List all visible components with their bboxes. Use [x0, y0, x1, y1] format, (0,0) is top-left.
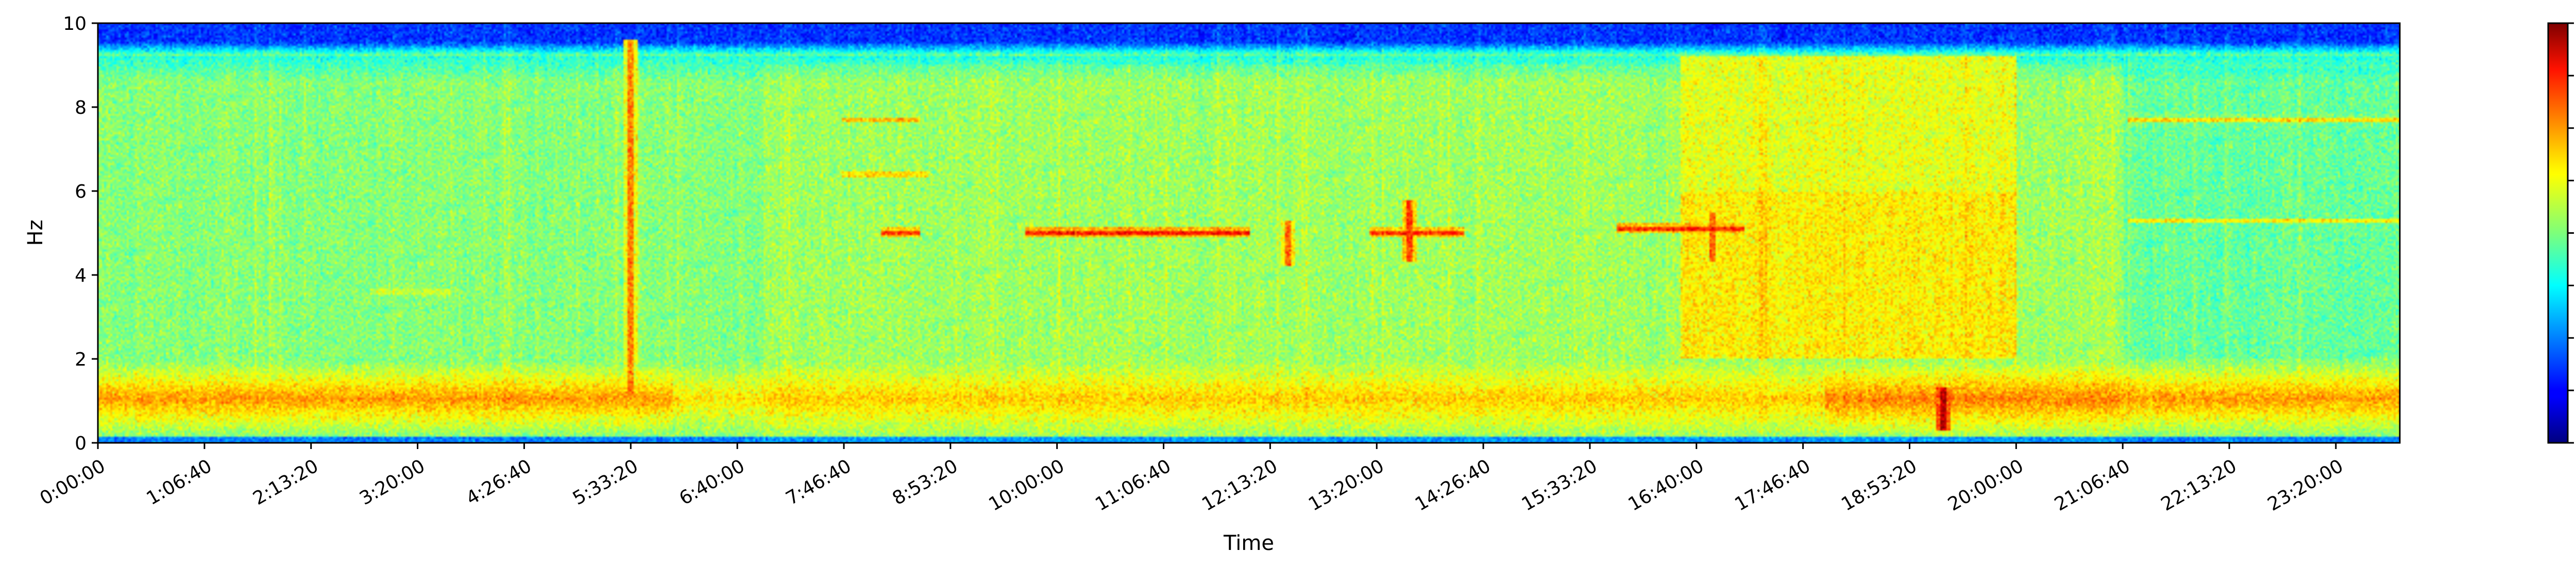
- x-tick-label: 0:00:00: [37, 455, 109, 509]
- x-tick-label: 3:20:00: [356, 455, 429, 509]
- x-axis: 0:00:00 1:06:40 2:13:20 3:20:00 4:26:40 5:33:…: [37, 443, 2347, 515]
- x-tick-label: 14:26:40: [1412, 455, 1495, 515]
- y-tick-label: 2: [75, 349, 87, 370]
- y-tick-label: 8: [75, 97, 87, 118]
- colorbar-ticks: +0 dB-10 dB-20 dB-30 dB-40 dB-50 dB-60 d…: [2568, 22, 2574, 444]
- y-axis: 0 2 4 6 8 10: [63, 13, 98, 454]
- y-tick-label: 0: [75, 433, 87, 454]
- colorbar-gradient: [2547, 22, 2569, 444]
- x-tick-label: 13:20:00: [1305, 455, 1388, 515]
- x-tick-label: 16:40:00: [1625, 455, 1708, 515]
- x-tick-label: 20:00:00: [1944, 455, 2027, 515]
- spectrogram-plot-area: [97, 22, 2401, 444]
- x-tick-label: 1:06:40: [143, 455, 215, 509]
- x-tick-label: 6:40:00: [676, 455, 749, 509]
- y-tick-label: 10: [63, 13, 87, 35]
- x-tick-label: 12:13:20: [1198, 455, 1281, 515]
- plot-frame: [97, 22, 2401, 444]
- x-tick-label: 22:13:20: [2158, 455, 2241, 515]
- x-tick-label: 15:33:20: [1518, 455, 1601, 515]
- x-tick-label: 23:20:00: [2264, 455, 2347, 515]
- x-tick-label: 7:46:40: [783, 455, 855, 509]
- x-tick-label: 17:46:40: [1731, 455, 1814, 515]
- x-tick-label: 21:06:40: [2051, 455, 2134, 515]
- y-tick-label: 6: [75, 181, 87, 202]
- x-tick-label: 11:06:40: [1092, 455, 1175, 515]
- spectrogram-image: [98, 23, 2400, 443]
- x-tick-label: 5:33:20: [569, 455, 642, 509]
- x-tick-label: 2:13:20: [249, 455, 322, 509]
- x-tick-label: 8:53:20: [889, 455, 961, 509]
- y-axis-label: Hz: [24, 219, 47, 246]
- x-tick-label: 4:26:40: [463, 455, 535, 509]
- y-tick-label: 4: [75, 265, 87, 286]
- x-axis-label: Time: [1223, 531, 1274, 555]
- colorbar: +0 dB-10 dB-20 dB-30 dB-40 dB-50 dB-60 d…: [2547, 22, 2574, 444]
- x-tick-label: 10:00:00: [985, 455, 1068, 515]
- x-tick-label: 18:53:20: [1838, 455, 1921, 515]
